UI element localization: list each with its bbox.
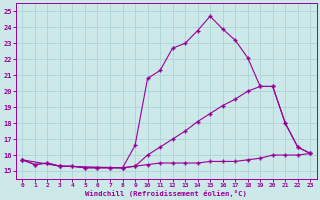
X-axis label: Windchill (Refroidissement éolien,°C): Windchill (Refroidissement éolien,°C) bbox=[85, 190, 247, 197]
